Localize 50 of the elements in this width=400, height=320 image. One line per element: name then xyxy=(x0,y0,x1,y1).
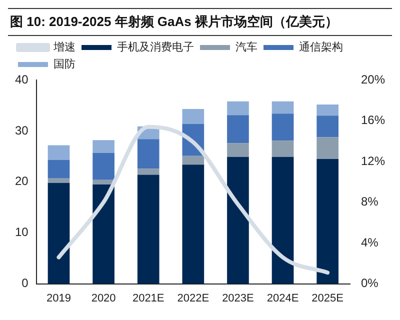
bar xyxy=(48,145,70,160)
y-tick-label: 20 xyxy=(14,174,29,188)
y-tick-label: 10 xyxy=(14,225,29,240)
bar xyxy=(48,160,70,178)
bar xyxy=(137,139,160,169)
bar xyxy=(316,158,338,284)
y-tick-label: 40 xyxy=(14,72,29,86)
y-tick-label: 0 xyxy=(22,276,29,290)
x-tick-label: 2023E xyxy=(222,292,254,304)
x-tick-label: 2025E xyxy=(312,292,344,304)
chart-title: 图 10: 2019-2025 年射频 GaAs 裸片市场空间（亿美元） xyxy=(8,8,392,36)
bar xyxy=(316,137,338,159)
bar xyxy=(272,101,294,114)
legend-label: 通信架构 xyxy=(299,40,343,54)
legend-label: 汽车 xyxy=(236,40,258,54)
bar xyxy=(48,178,70,183)
y2-tick-label: 12% xyxy=(360,154,386,168)
bar xyxy=(272,140,294,157)
y2-tick-label: 20% xyxy=(360,72,386,86)
bar xyxy=(227,115,249,144)
bar xyxy=(92,140,114,153)
bar xyxy=(137,174,160,284)
x-tick-label: 2021E xyxy=(132,292,164,304)
bar xyxy=(272,156,294,284)
legend-label: 增速 xyxy=(52,40,76,54)
x-tick-label: 2022E xyxy=(177,292,210,304)
bar xyxy=(227,101,249,116)
bar xyxy=(227,143,249,157)
y2-tick-label: 4% xyxy=(360,235,379,250)
bar xyxy=(316,104,338,116)
bar xyxy=(316,116,338,138)
bar xyxy=(48,182,70,284)
bar xyxy=(137,168,160,175)
y2-tick-label: 16% xyxy=(360,113,386,128)
y2-tick-label: 8% xyxy=(360,194,379,209)
bar xyxy=(182,109,204,124)
y2-tick-label: 0% xyxy=(360,276,379,290)
bar xyxy=(182,156,204,165)
bar xyxy=(92,152,114,180)
line-series xyxy=(56,124,330,275)
x-tick-label: 2024E xyxy=(266,292,299,304)
x-tick-label: 2019 xyxy=(46,292,71,304)
bar xyxy=(227,156,249,284)
bar xyxy=(272,114,294,141)
bar xyxy=(182,164,204,284)
y-tick-label: 30 xyxy=(14,123,29,138)
legend-label: 手机及消费电子 xyxy=(117,40,194,54)
legend-label: 国防 xyxy=(54,58,76,71)
bar xyxy=(92,184,114,284)
x-tick-label: 2020 xyxy=(91,292,116,304)
